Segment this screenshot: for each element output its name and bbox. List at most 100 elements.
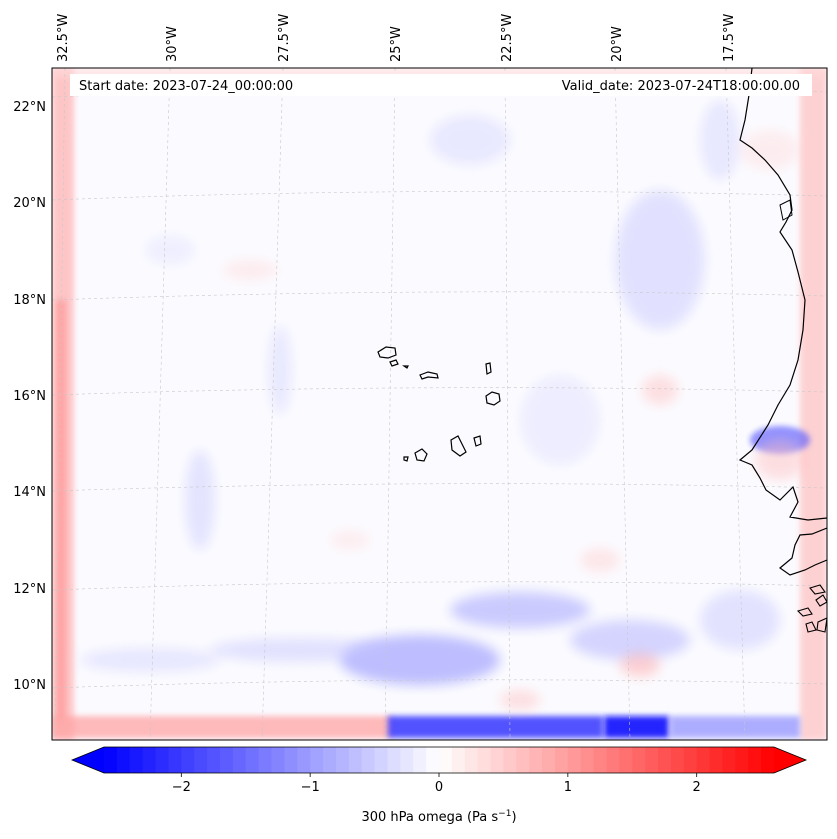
colorbar-level bbox=[619, 747, 633, 773]
colorbar-level bbox=[335, 747, 350, 773]
colorbar-level bbox=[503, 747, 517, 773]
colorbar-level bbox=[696, 747, 711, 773]
colorbar-tick-label: −2 bbox=[172, 780, 191, 795]
colorbar-level bbox=[374, 747, 389, 773]
colorbar-tick-label: 2 bbox=[693, 780, 701, 795]
colorbar-level bbox=[232, 747, 247, 773]
colorbar-level bbox=[567, 747, 582, 773]
colorbar-segments bbox=[104, 747, 775, 773]
colorbar-level bbox=[477, 747, 492, 773]
omega-field bbox=[52, 68, 827, 740]
start-date-label: Start date: 2023-07-24_00:00:00 bbox=[79, 79, 293, 94]
colorbar-level bbox=[451, 747, 466, 773]
colorbar-level bbox=[606, 747, 620, 773]
colorbar-level bbox=[722, 747, 736, 773]
colorbar-level bbox=[735, 747, 749, 773]
lat-label: 14°N bbox=[13, 485, 46, 500]
colorbar-level bbox=[632, 747, 646, 773]
colorbar-level bbox=[323, 747, 337, 773]
colorbar-level bbox=[194, 747, 208, 773]
colorbar-level bbox=[284, 747, 298, 773]
lon-label: 25°W bbox=[389, 26, 404, 62]
longitude-labels: 32.5°W 30°W 27.5°W 25°W 22.5°W 20°W 17.5… bbox=[56, 14, 737, 62]
coast-gambia-guinea bbox=[779, 527, 827, 576]
island-brava bbox=[403, 456, 409, 462]
lat-label: 10°N bbox=[13, 678, 46, 693]
colorbar-level bbox=[413, 747, 427, 773]
colorbar-level bbox=[245, 747, 260, 773]
colorbar-level bbox=[297, 747, 311, 773]
african-coastline bbox=[738, 68, 827, 521]
island-sao-vicente bbox=[389, 359, 399, 367]
colorbar-level bbox=[529, 747, 543, 773]
colorbar-label-sup: −1 bbox=[498, 809, 511, 819]
lon-label: 17.5°W bbox=[722, 14, 737, 62]
colorbar-level bbox=[361, 747, 376, 773]
island-sal bbox=[485, 362, 492, 375]
colorbar-label: 300 hPa omega (Pa s−1) bbox=[361, 809, 516, 825]
colorbar-level bbox=[593, 747, 608, 773]
coast-bissagos bbox=[796, 584, 827, 633]
colorbar-outline bbox=[70, 746, 808, 774]
colorbar: −2 −1 0 1 2 300 hPa omega (Pa s−1) bbox=[70, 746, 808, 825]
colorbar-ticks: −2 −1 0 1 2 bbox=[172, 773, 701, 795]
island-santo-antao bbox=[377, 346, 397, 359]
lon-label: 32.5°W bbox=[56, 14, 71, 62]
colorbar-extend-right bbox=[774, 747, 806, 773]
island-sao-nicolau bbox=[419, 371, 439, 380]
colorbar-level bbox=[271, 747, 285, 773]
colorbar-level bbox=[464, 747, 479, 773]
colorbar-level bbox=[155, 747, 170, 773]
colorbar-level bbox=[580, 747, 595, 773]
cape-verde-islands bbox=[377, 346, 501, 462]
latitude-labels: 22°N 20°N 18°N 16°N 14°N 12°N 10°N bbox=[13, 100, 46, 693]
island-santiago bbox=[450, 435, 467, 457]
colorbar-level bbox=[709, 747, 724, 773]
colorbar-level bbox=[761, 747, 775, 773]
colorbar-level bbox=[168, 747, 182, 773]
colorbar-level bbox=[658, 747, 672, 773]
colorbar-level bbox=[387, 747, 401, 773]
colorbar-level bbox=[116, 747, 131, 773]
colorbar-level bbox=[748, 747, 762, 773]
colorbar-level bbox=[516, 747, 530, 773]
colorbar-tick-label: 1 bbox=[564, 780, 572, 795]
colorbar-tick-label: −1 bbox=[301, 780, 320, 795]
colorbar-level bbox=[554, 747, 569, 773]
island-boa-vista bbox=[485, 391, 501, 406]
colorbar-level bbox=[542, 747, 556, 773]
lat-label: 22°N bbox=[13, 100, 46, 115]
lon-label: 27.5°W bbox=[277, 14, 292, 62]
valid-date-label: Valid_date: 2023-07-24T18:00:00.00 bbox=[562, 79, 800, 94]
map-frame bbox=[51, 67, 828, 741]
header-strip bbox=[70, 74, 812, 96]
colorbar-level bbox=[400, 747, 414, 773]
colorbar-level bbox=[258, 747, 273, 773]
colorbar-level bbox=[348, 747, 363, 773]
lon-label: 22.5°W bbox=[500, 14, 515, 62]
colorbar-label-close: ) bbox=[511, 810, 516, 825]
colorbar-level bbox=[129, 747, 144, 773]
colorbar-level bbox=[683, 747, 698, 773]
island-fogo bbox=[414, 448, 428, 462]
colorbar-level bbox=[181, 747, 195, 773]
colorbar-level bbox=[490, 747, 505, 773]
colorbar-level bbox=[645, 747, 659, 773]
island-maio bbox=[473, 435, 482, 447]
colorbar-level bbox=[207, 747, 221, 773]
map-background bbox=[52, 68, 827, 740]
colorbar-label-main: 300 hPa omega (Pa s bbox=[361, 810, 498, 825]
lon-label: 30°W bbox=[165, 26, 180, 62]
map-panel bbox=[52, 68, 827, 740]
colorbar-level bbox=[219, 747, 234, 773]
colorbar-level bbox=[104, 747, 118, 773]
lat-label: 20°N bbox=[13, 196, 46, 211]
lat-label: 16°N bbox=[13, 389, 46, 404]
lat-label: 18°N bbox=[13, 293, 46, 308]
colorbar-level bbox=[142, 747, 157, 773]
lat-label: 12°N bbox=[13, 582, 46, 597]
colorbar-tick-label: 0 bbox=[435, 780, 443, 795]
colorbar-level bbox=[670, 747, 685, 773]
colorbar-level bbox=[310, 747, 324, 773]
island-santa-luzia bbox=[402, 365, 409, 369]
